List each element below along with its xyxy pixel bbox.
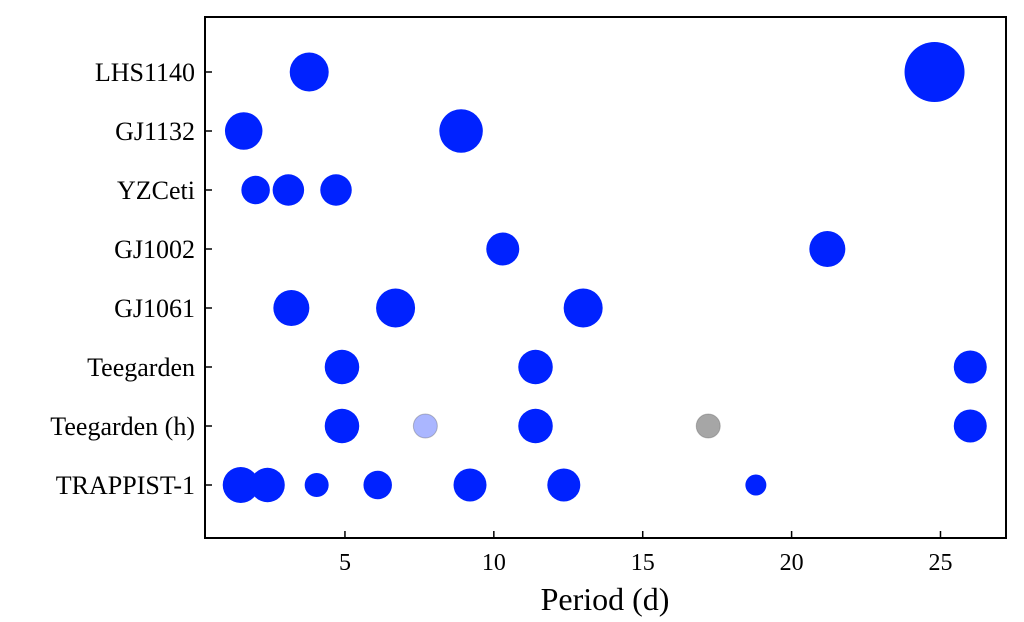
x-axis: 5 10 15 20 25 [339,531,952,576]
data-point [563,288,603,328]
points-layer [222,42,987,503]
x-tick-label: 5 [339,550,351,576]
data-point [412,413,438,439]
y-tick-label: LHS1140 [95,58,195,87]
data-point [745,474,767,496]
y-tick-label: Teegarden [87,353,195,382]
x-tick-label: 25 [928,550,952,576]
x-tick-label: 10 [482,550,506,576]
x-tick-label: 20 [780,550,804,576]
y-tick-label: YZCeti [117,176,195,205]
data-point [304,473,329,497]
data-point [439,109,483,153]
data-point [222,467,259,503]
data-point [224,112,263,150]
data-point [289,52,329,92]
data-point [453,468,487,502]
data-point [273,290,310,326]
y-tick-label: GJ1002 [114,235,195,264]
data-point [241,175,270,205]
data-point [324,408,360,444]
data-point [695,413,721,439]
data-point [324,349,360,385]
data-point [809,231,846,267]
y-tick-label: Teegarden (h) [50,412,195,441]
x-axis-title: Period (d) [541,581,670,617]
y-axis: LHS1140 GJ1132 YZCeti GJ1002 GJ1061 Teegarden… [50,58,212,500]
data-point [250,467,285,503]
data-point [904,42,965,102]
data-point [272,174,305,206]
y-tick-label: TRAPPIST-1 [56,471,195,500]
plot-frame [204,16,1007,539]
data-point [486,232,520,266]
data-point [363,470,392,500]
data-point [953,409,987,443]
data-point [953,350,987,384]
data-point [320,174,352,206]
data-point [518,408,553,444]
x-tick-label: 15 [631,550,655,576]
y-tick-label: GJ1061 [114,294,195,323]
data-point [518,349,553,385]
y-tick-label: GJ1132 [115,117,195,146]
data-point [376,288,416,328]
data-point [547,468,581,502]
